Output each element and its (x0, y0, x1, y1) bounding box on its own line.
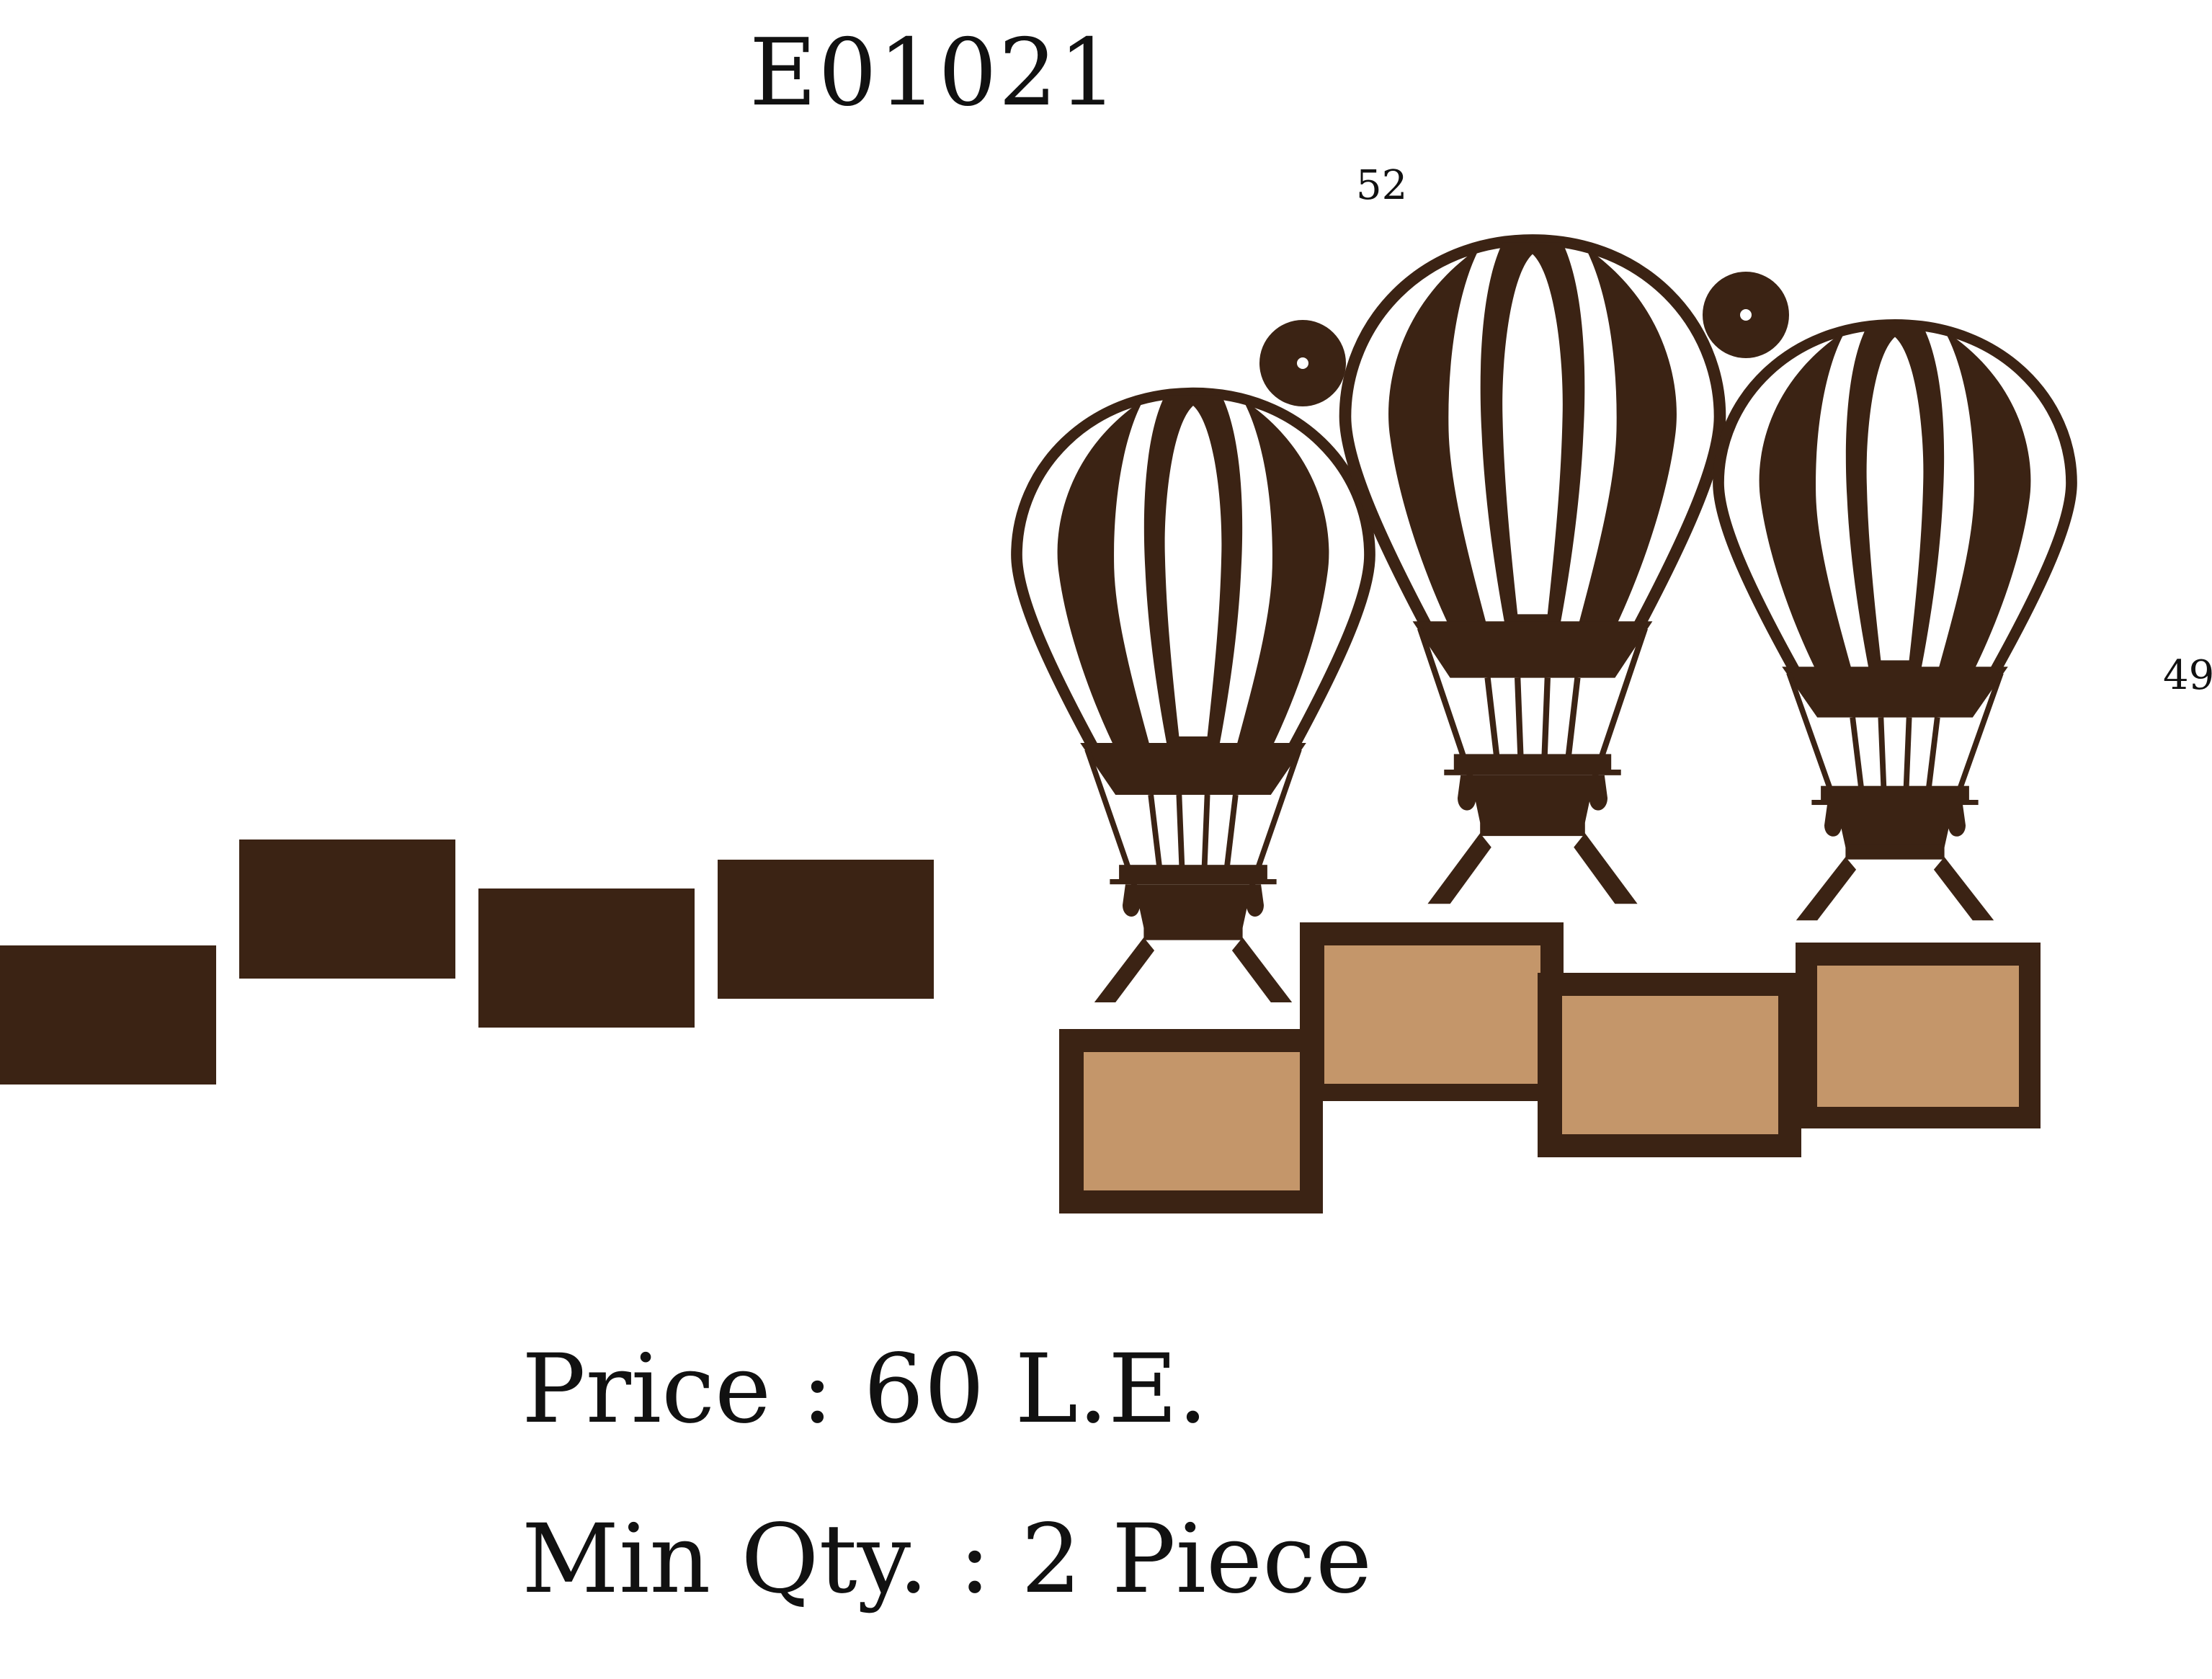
photo-frame-right (1796, 943, 2041, 1128)
price-label: Price : 60 L.E. (522, 1334, 1208, 1445)
min-qty-label: Min Qty. : 2 Piece (522, 1504, 1373, 1615)
loose-frame-piece (718, 860, 934, 999)
photo-frame-left (1059, 1029, 1323, 1213)
product-code: E01021 (749, 19, 1119, 127)
photo-frame-center-left (1300, 922, 1564, 1101)
balloon-center (1345, 240, 1720, 904)
width-dimension: 52 (1356, 162, 1408, 209)
balloon-left (1017, 393, 1370, 1002)
loose-frame-piece (239, 840, 455, 979)
loose-frame-piece (0, 945, 216, 1085)
photo-frame-center-right (1538, 973, 1801, 1157)
height-dimension: 49 (2163, 652, 2212, 699)
loose-frame-piece (478, 889, 695, 1028)
balloon-right (1718, 324, 2071, 920)
